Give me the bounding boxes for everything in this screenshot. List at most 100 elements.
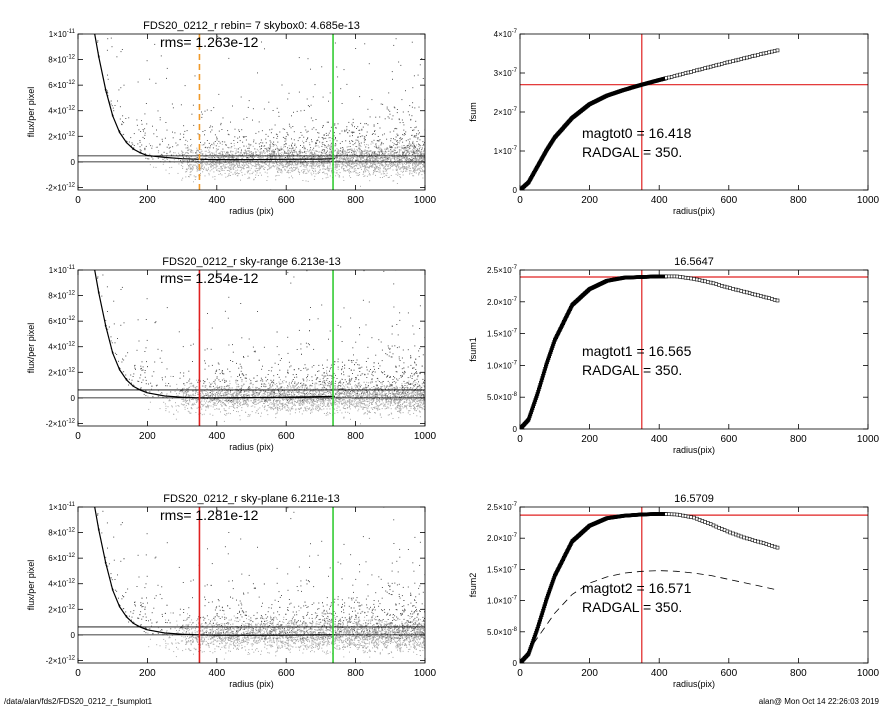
scatter-point (304, 384, 306, 386)
band-point (186, 156, 188, 158)
scatter-point (289, 160, 291, 161)
scatter-point (400, 405, 402, 407)
band-point (210, 165, 211, 167)
band-point (288, 172, 289, 174)
band-point (346, 150, 348, 152)
scatter-point (252, 159, 254, 161)
scatter-point (405, 148, 407, 150)
scatter-point (413, 163, 415, 165)
scatter-point (273, 150, 275, 152)
scatter-point (204, 349, 206, 351)
scatter-point (318, 172, 319, 174)
scatter-point (271, 366, 273, 368)
scatter-point (224, 151, 226, 153)
scatter-point (345, 403, 347, 405)
band-point (410, 167, 411, 169)
scatter-point (275, 154, 277, 156)
scatter-point (321, 374, 323, 376)
band-point (212, 154, 214, 156)
scatter-point (264, 148, 266, 150)
band-point (268, 165, 270, 167)
band-point (273, 156, 275, 157)
scatter-point (259, 149, 261, 151)
scatter-point (407, 146, 409, 148)
band-point (276, 156, 278, 158)
band-point (212, 165, 214, 167)
band-point (236, 160, 237, 162)
scatter-point (274, 124, 276, 126)
band-point (338, 176, 340, 178)
scatter-point (265, 133, 267, 135)
scatter-point (300, 370, 302, 371)
scatter-point (358, 129, 360, 131)
scatter-point (387, 158, 388, 159)
scatter-point (112, 107, 114, 109)
scatter-point (195, 152, 197, 154)
profile-marker: * (93, 32, 96, 39)
scatter-point (421, 58, 423, 60)
scatter-point (169, 399, 170, 401)
band-point (328, 157, 330, 159)
scatter-point (281, 386, 283, 388)
band-point (280, 156, 282, 158)
scatter-point (419, 403, 421, 405)
scatter-point (204, 158, 206, 159)
scatter-point (343, 155, 345, 157)
band-point (281, 157, 283, 159)
scatter-point (328, 162, 330, 164)
scatter-point (371, 162, 373, 164)
band-point (305, 172, 307, 174)
scatter-point (128, 117, 130, 119)
scatter-point (328, 167, 330, 169)
scatter-point (321, 145, 323, 147)
scatter-point (366, 381, 368, 383)
band-point (359, 154, 361, 156)
scatter-point (417, 149, 419, 151)
scatter-point (243, 145, 245, 147)
band-point (418, 172, 420, 174)
scatter-point (130, 137, 132, 139)
scatter-point (131, 145, 132, 147)
scatter-point (353, 151, 355, 153)
band-point (363, 160, 365, 162)
scatter-point (285, 159, 287, 161)
band-point (279, 162, 281, 164)
band-point (356, 163, 358, 165)
scatter-point (119, 106, 121, 108)
scatter-point (139, 140, 141, 141)
scatter-point (342, 147, 343, 149)
scatter-point (343, 69, 345, 71)
band-point (220, 166, 222, 168)
scatter-point (205, 146, 207, 148)
band-point (253, 179, 255, 181)
scatter-point (340, 401, 342, 403)
band-point (321, 159, 323, 161)
scatter-point (366, 163, 368, 165)
scatter-point (366, 154, 368, 156)
band-point (209, 160, 211, 162)
scatter-point (399, 174, 401, 175)
scatter-point (397, 141, 399, 143)
band-point (220, 167, 222, 169)
scatter-point (337, 401, 339, 402)
band-point (414, 168, 416, 170)
scatter-point (194, 75, 196, 77)
scatter-point (349, 154, 351, 156)
band-point (188, 165, 190, 167)
scatter-point (373, 394, 375, 396)
band-point (375, 156, 377, 158)
band-point (337, 156, 339, 158)
scatter-point (190, 412, 192, 414)
scatter-point (264, 386, 266, 388)
band-point (231, 153, 233, 155)
scatter-point (390, 161, 392, 163)
band-point (298, 137, 300, 139)
scatter-point (385, 156, 387, 158)
scatter-point (213, 107, 215, 109)
band-point (375, 144, 376, 146)
band-point (293, 151, 294, 153)
scatter-point (346, 83, 348, 85)
scatter-point (368, 174, 370, 176)
band-point (290, 166, 292, 168)
scatter-point (341, 130, 343, 132)
